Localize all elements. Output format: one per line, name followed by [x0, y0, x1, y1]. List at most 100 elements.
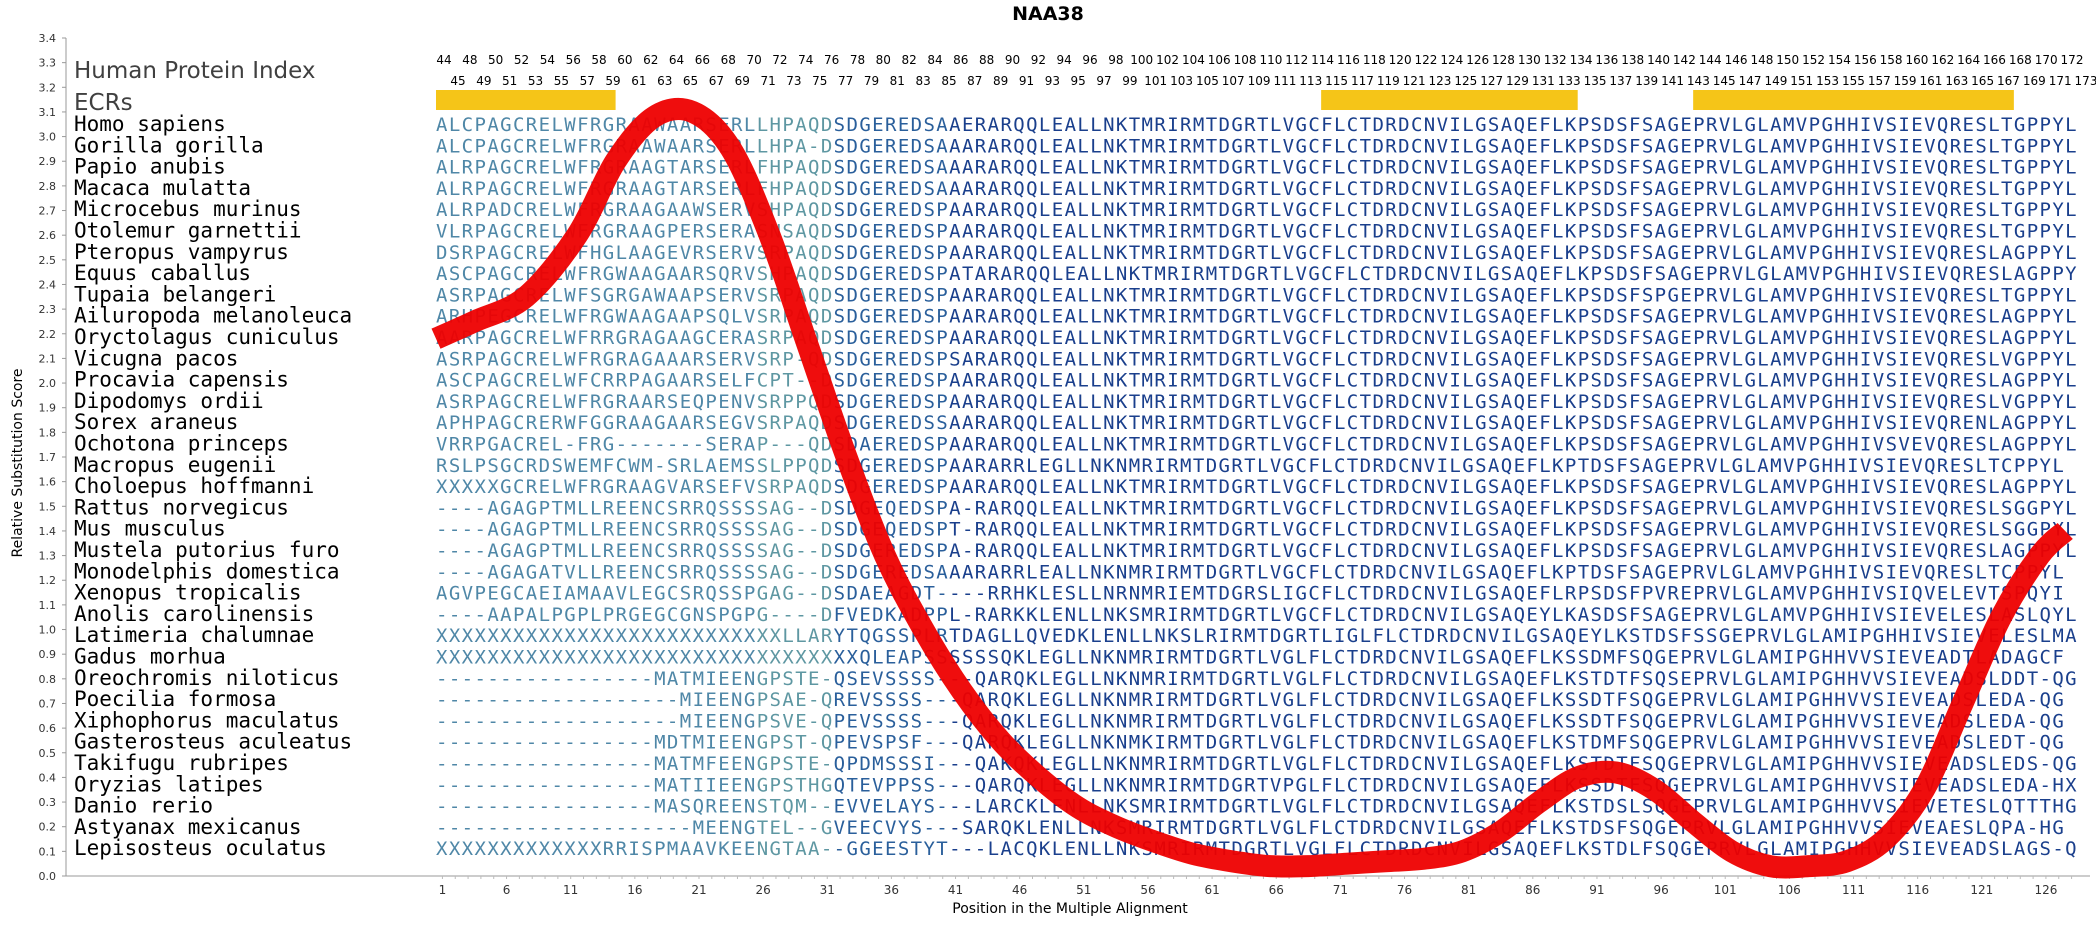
residue: I [1437, 710, 1448, 732]
residue: A [436, 263, 448, 285]
residue: F [1616, 732, 1627, 754]
residue: V [744, 284, 755, 306]
residue: P [1693, 221, 1704, 243]
residue: H [1847, 178, 1858, 200]
residue: M [1129, 455, 1140, 477]
residue: K [1565, 114, 1577, 136]
residue: C [1411, 327, 1422, 349]
residue: G [859, 263, 870, 285]
residue: E [1052, 221, 1063, 243]
residue: D [1603, 604, 1614, 626]
residue: L [1090, 519, 1101, 541]
residue: S [1591, 838, 1602, 860]
residue: G [1809, 710, 1820, 732]
residue: V [1911, 689, 1922, 711]
residue: C [1347, 327, 1358, 349]
residue: E [872, 583, 883, 605]
residue: S [1488, 519, 1499, 541]
residue: Q [1013, 284, 1024, 306]
residue: V [1449, 263, 1460, 285]
residue: S [923, 370, 934, 392]
residue: I [1449, 242, 1460, 264]
residue: H [1847, 434, 1858, 456]
residue: X [693, 647, 705, 669]
residue: Q [1000, 647, 1011, 669]
residue: K [1013, 689, 1025, 711]
residue: R [975, 284, 987, 306]
residue: - [795, 497, 806, 519]
residue: - [449, 540, 460, 562]
residue: I [1783, 732, 1794, 754]
residue: V [1719, 199, 1730, 221]
residue: A [1501, 583, 1513, 605]
residue: D [1372, 391, 1383, 413]
residue: R [1950, 540, 1962, 562]
residue: R [462, 157, 474, 179]
residue: G [1744, 135, 1755, 157]
human-index-number: 76 [824, 53, 839, 67]
residue: I [1449, 476, 1460, 498]
residue: - [462, 519, 473, 541]
residue: E [539, 242, 550, 264]
residue: P [782, 135, 793, 157]
residue: E [1680, 540, 1691, 562]
residue: S [898, 732, 909, 754]
residue: L [1719, 710, 1730, 732]
residue: D [1219, 604, 1230, 626]
residue: K [1616, 625, 1628, 647]
residue: P [936, 284, 947, 306]
residue: V [1706, 710, 1717, 732]
residue: M [1783, 327, 1794, 349]
residue: E [1514, 455, 1525, 477]
residue: S [1975, 348, 1986, 370]
residue: A [1937, 689, 1949, 711]
residue: L [1039, 519, 1050, 541]
residue: V [1924, 221, 1935, 243]
residue: T [1360, 370, 1371, 392]
residue: A [1770, 114, 1782, 136]
residue: - [462, 796, 473, 818]
residue: H [1847, 242, 1858, 264]
residue: - [474, 732, 485, 754]
residue: S [1616, 348, 1627, 370]
residue: D [2001, 668, 2012, 690]
residue: L [1077, 476, 1088, 498]
residue: L [1077, 561, 1088, 583]
residue: X [667, 625, 679, 647]
residue: H [1834, 434, 1845, 456]
residue: I [693, 689, 704, 711]
residue: G [1809, 561, 1820, 583]
residue: A [641, 221, 653, 243]
residue: R [526, 455, 538, 477]
residue: I [1886, 647, 1897, 669]
residue: Q [705, 583, 716, 605]
residue: I [1437, 455, 1448, 477]
residue: E [1911, 348, 1922, 370]
residue: T [1257, 306, 1268, 328]
residue: G [1231, 391, 1242, 413]
species-name: Tupaia belangeri [74, 282, 276, 306]
residue: - [564, 710, 575, 732]
residue: L [1988, 178, 1999, 200]
residue: V [680, 242, 691, 264]
residue: V [1437, 583, 1448, 605]
residue: P [1693, 348, 1704, 370]
y-tick-label: 2.2 [39, 328, 57, 341]
residue: C [1347, 135, 1358, 157]
residue: C [705, 327, 716, 349]
residue: L [1077, 412, 1088, 434]
residue: S [834, 327, 845, 349]
residue: S [911, 689, 922, 711]
residue: P [1578, 327, 1589, 349]
residue: C [1308, 583, 1319, 605]
residue: R [449, 434, 461, 456]
residue: S [744, 561, 755, 583]
residue: P [1578, 583, 1589, 605]
residue: R [1231, 689, 1243, 711]
residue: R [1154, 178, 1166, 200]
residue: G [859, 199, 870, 221]
residue: G [654, 306, 665, 328]
residue: - [513, 732, 524, 754]
residue: I [1167, 114, 1178, 136]
residue: F [1308, 732, 1319, 754]
